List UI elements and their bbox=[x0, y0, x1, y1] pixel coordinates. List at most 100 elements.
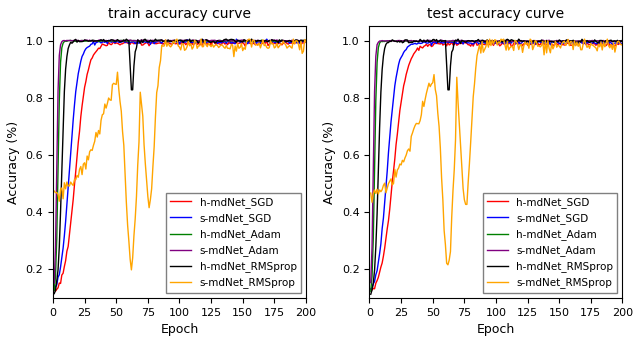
s-mdNet_SGD bbox=[607, 41, 615, 45]
h-mdNet_SGD bbox=[62, 259, 70, 263]
Line: s-mdNet_RMSprop: s-mdNet_RMSprop bbox=[54, 39, 306, 270]
h-mdNet_SGD bbox=[600, 42, 607, 46]
s-mdNet_RMSprop bbox=[51, 189, 58, 193]
s-mdNet_Adam bbox=[302, 39, 310, 43]
h-mdNet_Adam bbox=[61, 39, 68, 44]
h-mdNet_Adam bbox=[434, 39, 442, 43]
s-mdNet_SGD bbox=[382, 184, 390, 188]
s-mdNet_RMSprop bbox=[173, 37, 180, 41]
Y-axis label: Accuracy (%): Accuracy (%) bbox=[323, 120, 337, 204]
h-mdNet_Adam bbox=[282, 39, 289, 43]
Line: h-mdNet_RMSprop: h-mdNet_RMSprop bbox=[54, 39, 306, 294]
s-mdNet_Adam bbox=[65, 38, 73, 43]
s-mdNet_SGD bbox=[413, 42, 421, 46]
h-mdNet_Adam bbox=[291, 39, 298, 43]
h-mdNet_SGD bbox=[118, 42, 126, 46]
s-mdNet_SGD bbox=[367, 287, 374, 291]
h-mdNet_SGD bbox=[609, 42, 616, 46]
s-mdNet_RMSprop bbox=[619, 42, 627, 46]
Line: h-mdNet_Adam: h-mdNet_Adam bbox=[54, 40, 306, 291]
s-mdNet_SGD bbox=[504, 38, 511, 42]
s-mdNet_SGD bbox=[598, 40, 606, 45]
s-mdNet_RMSprop bbox=[413, 121, 421, 126]
h-mdNet_Adam bbox=[598, 39, 606, 44]
s-mdNet_SGD bbox=[377, 242, 385, 246]
Line: s-mdNet_SGD: s-mdNet_SGD bbox=[54, 39, 306, 289]
h-mdNet_Adam bbox=[382, 39, 390, 43]
s-mdNet_SGD bbox=[291, 39, 298, 43]
h-mdNet_RMSprop bbox=[454, 37, 462, 41]
s-mdNet_RMSprop bbox=[377, 190, 385, 194]
s-mdNet_RMSprop bbox=[382, 191, 390, 195]
Line: s-mdNet_RMSprop: s-mdNet_RMSprop bbox=[371, 39, 623, 265]
h-mdNet_Adam bbox=[51, 288, 58, 293]
h-mdNet_RMSprop bbox=[118, 39, 125, 44]
Y-axis label: Accuracy (%): Accuracy (%) bbox=[7, 120, 20, 204]
h-mdNet_RMSprop bbox=[607, 38, 615, 42]
h-mdNet_Adam bbox=[118, 38, 125, 43]
h-mdNet_SGD bbox=[268, 38, 276, 43]
s-mdNet_RMSprop bbox=[283, 46, 291, 50]
Line: h-mdNet_Adam: h-mdNet_Adam bbox=[371, 40, 623, 291]
h-mdNet_Adam bbox=[367, 289, 374, 293]
s-mdNet_SGD bbox=[65, 168, 73, 172]
s-mdNet_Adam bbox=[99, 39, 106, 43]
h-mdNet_SGD bbox=[67, 222, 74, 226]
h-mdNet_Adam bbox=[97, 39, 105, 43]
h-mdNet_SGD bbox=[383, 227, 391, 231]
s-mdNet_Adam bbox=[598, 39, 606, 43]
s-mdNet_SGD bbox=[619, 42, 627, 46]
h-mdNet_Adam bbox=[413, 39, 421, 44]
Legend: h-mdNet_SGD, s-mdNet_SGD, h-mdNet_Adam, s-mdNet_Adam, h-mdNet_RMSprop, s-mdNet_R: h-mdNet_SGD, s-mdNet_SGD, h-mdNet_Adam, … bbox=[483, 193, 618, 293]
s-mdNet_Adam bbox=[377, 39, 385, 43]
s-mdNet_Adam bbox=[619, 39, 627, 43]
s-mdNet_Adam bbox=[51, 281, 58, 285]
h-mdNet_SGD bbox=[99, 42, 106, 46]
s-mdNet_RMSprop bbox=[127, 268, 135, 272]
h-mdNet_SGD bbox=[51, 288, 58, 292]
s-mdNet_RMSprop bbox=[65, 184, 73, 188]
s-mdNet_SGD bbox=[434, 39, 442, 43]
h-mdNet_RMSprop bbox=[97, 38, 105, 42]
h-mdNet_RMSprop bbox=[382, 42, 390, 46]
Line: s-mdNet_Adam: s-mdNet_Adam bbox=[371, 40, 623, 283]
h-mdNet_RMSprop bbox=[367, 292, 374, 296]
s-mdNet_Adam bbox=[382, 39, 390, 43]
s-mdNet_RMSprop bbox=[486, 37, 493, 41]
X-axis label: Epoch: Epoch bbox=[477, 323, 515, 336]
Line: h-mdNet_SGD: h-mdNet_SGD bbox=[54, 40, 306, 291]
h-mdNet_RMSprop bbox=[282, 39, 289, 43]
h-mdNet_SGD bbox=[435, 42, 443, 46]
Title: test accuracy curve: test accuracy curve bbox=[428, 7, 564, 21]
s-mdNet_Adam bbox=[438, 38, 445, 42]
Line: h-mdNet_RMSprop: h-mdNet_RMSprop bbox=[371, 39, 623, 294]
s-mdNet_RMSprop bbox=[434, 111, 442, 115]
h-mdNet_RMSprop bbox=[598, 38, 606, 43]
s-mdNet_RMSprop bbox=[61, 181, 68, 185]
h-mdNet_SGD bbox=[302, 40, 310, 44]
s-mdNet_RMSprop bbox=[292, 39, 300, 43]
s-mdNet_SGD bbox=[51, 287, 58, 292]
X-axis label: Epoch: Epoch bbox=[161, 323, 198, 336]
h-mdNet_Adam bbox=[65, 38, 73, 43]
h-mdNet_SGD bbox=[283, 42, 291, 46]
s-mdNet_SGD bbox=[118, 40, 125, 44]
h-mdNet_SGD bbox=[368, 288, 376, 292]
s-mdNet_RMSprop bbox=[444, 263, 452, 267]
h-mdNet_SGD bbox=[504, 39, 511, 44]
s-mdNet_SGD bbox=[302, 40, 310, 44]
h-mdNet_Adam bbox=[619, 39, 627, 43]
h-mdNet_SGD bbox=[367, 287, 374, 291]
h-mdNet_RMSprop bbox=[122, 37, 130, 41]
h-mdNet_Adam bbox=[377, 39, 385, 44]
h-mdNet_RMSprop bbox=[291, 38, 298, 43]
h-mdNet_RMSprop bbox=[51, 292, 58, 296]
h-mdNet_SGD bbox=[378, 261, 386, 265]
s-mdNet_SGD bbox=[263, 37, 271, 41]
s-mdNet_RMSprop bbox=[609, 47, 616, 51]
h-mdNet_SGD bbox=[52, 289, 60, 293]
s-mdNet_Adam bbox=[282, 39, 289, 43]
s-mdNet_Adam bbox=[81, 38, 88, 42]
s-mdNet_RMSprop bbox=[600, 40, 607, 44]
s-mdNet_Adam bbox=[434, 39, 442, 43]
